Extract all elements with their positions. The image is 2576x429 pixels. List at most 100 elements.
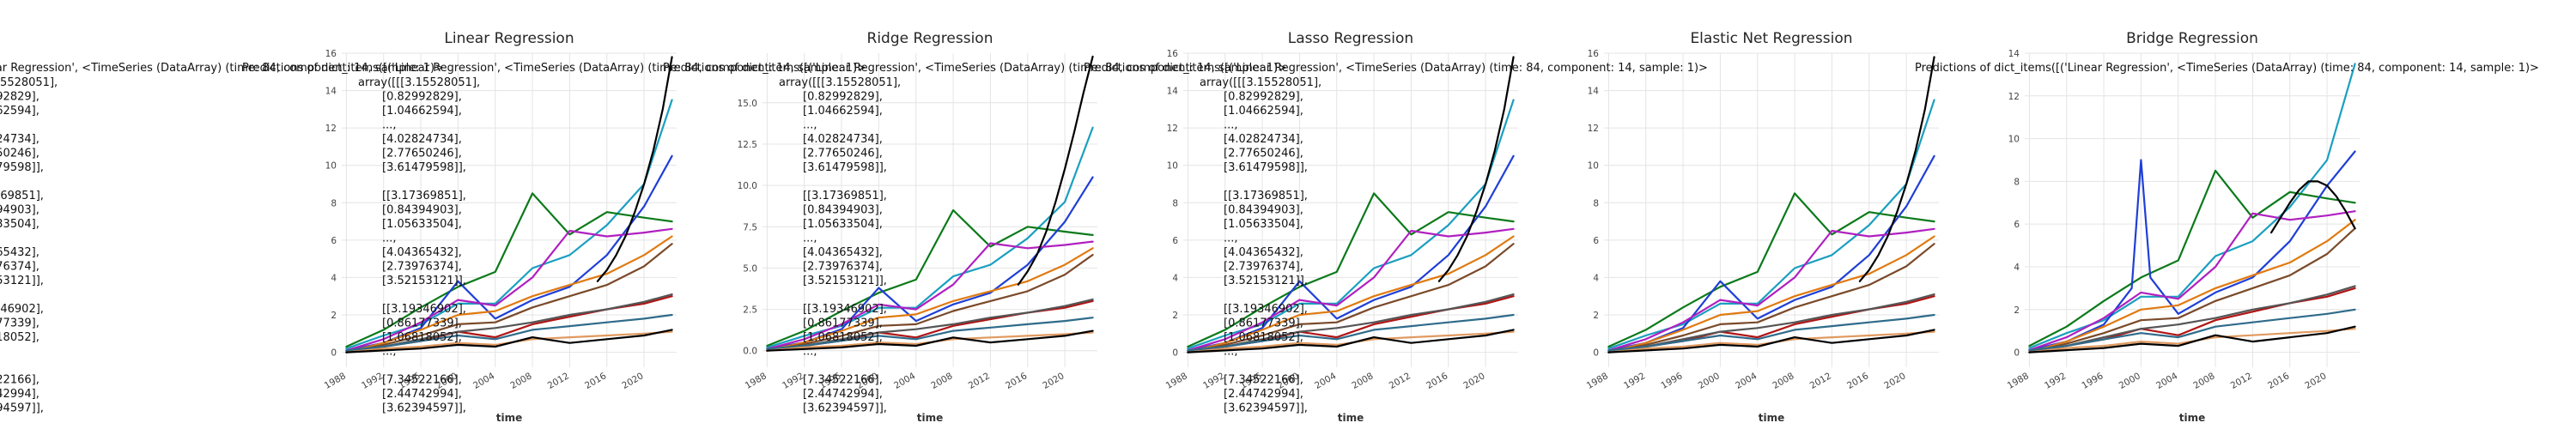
annotation-line: [1.05633504], xyxy=(803,218,883,231)
y-tick-label: 10 xyxy=(1167,161,1178,172)
annotation-line: [1.04662594], xyxy=(803,105,883,118)
y-tick-label: 4 xyxy=(331,273,337,283)
annotation-line: [1.06818052], xyxy=(382,331,462,344)
annotation-block-2: Predictions of dict_items([('Linear Regr… xyxy=(242,62,866,415)
annotation-line: [[3.17369851], xyxy=(1224,190,1308,202)
annotation-line: [0.86177339], xyxy=(0,317,39,330)
y-tick-label: 15.0 xyxy=(738,99,757,109)
annotation-line: ..., xyxy=(1224,119,1238,132)
annotation-block-1: Predictions of dict_items([('Linear Regr… xyxy=(0,62,444,415)
annotation-line: [3.61479598]], xyxy=(803,161,887,174)
series-line-5 xyxy=(2028,219,2356,353)
series-line-12 xyxy=(2270,180,2356,234)
annotation-line: [1.05633504], xyxy=(0,218,39,231)
annotation-line: [4.02824734], xyxy=(382,133,462,146)
x-axis-label: time xyxy=(1338,412,1364,424)
series-line-12 xyxy=(1437,56,1515,282)
annotation-line: [3.62394597]], xyxy=(1224,402,1308,415)
annotation-line: [2.73976374], xyxy=(803,261,883,274)
series-line-5 xyxy=(766,247,1094,352)
annotation-line: [2.44742994], xyxy=(382,388,462,401)
series-line-2 xyxy=(1607,192,1935,348)
y-tick-label: 10.0 xyxy=(738,181,757,191)
annotation-line: [[3.19346902], xyxy=(0,303,44,316)
annotation-line: ..., xyxy=(803,119,817,132)
series-line-7 xyxy=(2028,227,2356,353)
y-tick-label: 16 xyxy=(1588,49,1600,59)
y-tick-label: 4 xyxy=(1172,273,1178,283)
annotation-line: ..., xyxy=(382,346,397,359)
y-tick-label: 0 xyxy=(1172,348,1178,359)
annotation-line: [0.86177339], xyxy=(1224,317,1303,330)
annotation-line: [0.82992829], xyxy=(0,91,39,104)
y-tick-label: 14 xyxy=(325,87,337,97)
y-tick-label: 6 xyxy=(2014,220,2020,230)
annotation-line: [0.86177339], xyxy=(382,317,462,330)
annotation-line: [0.82992829], xyxy=(1224,91,1303,104)
annotation-line: [[3.17369851], xyxy=(0,190,44,202)
annotation-header: Predictions of dict_items([('Linear Regr… xyxy=(1915,62,2539,75)
series-line-4 xyxy=(766,240,1094,350)
series-line-12 xyxy=(1017,55,1094,286)
y-tick-label: 0 xyxy=(331,348,337,359)
y-tick-label: 4 xyxy=(2014,263,2020,273)
series-line-7 xyxy=(345,243,673,353)
series-line-8 xyxy=(2028,285,2356,353)
y-tick-label: 8 xyxy=(1593,198,1599,208)
annotation-line: [7.34522166], xyxy=(382,374,462,387)
series-line-11 xyxy=(1187,329,1515,353)
y-tick-label: 0 xyxy=(2014,348,2020,359)
series-line-2 xyxy=(345,192,673,348)
series-line-12 xyxy=(1858,56,1935,282)
chart-title: Elastic Net Regression xyxy=(1690,30,1852,47)
annotation-line: array([[[3.15528051], xyxy=(0,76,58,89)
series-line-11 xyxy=(345,329,673,353)
y-tick-label: 0 xyxy=(1593,348,1599,359)
annotation-header: Predictions of dict_items([('Linear Regr… xyxy=(1084,62,1708,75)
annotation-line: [2.73976374], xyxy=(382,261,462,274)
annotation-line: [3.61479598]], xyxy=(382,161,466,174)
annotation-line: [[3.19346902], xyxy=(803,303,887,316)
annotation-line: [0.84394903], xyxy=(803,204,883,217)
annotation-line: [0.82992829], xyxy=(382,91,462,104)
annotation-line: [1.05633504], xyxy=(1224,218,1303,231)
annotation-line: [2.73976374], xyxy=(0,261,39,274)
y-tick-label: 2.5 xyxy=(743,305,757,316)
annotation-header: Predictions of dict_items([('Linear Regr… xyxy=(242,62,866,75)
series-line-12 xyxy=(596,56,673,282)
series-line-7 xyxy=(1187,243,1515,353)
annotation-line: [4.04365432], xyxy=(803,246,883,259)
annotation-line: [3.52153121]], xyxy=(803,275,887,287)
annotation-line: [7.34522166], xyxy=(0,374,39,387)
x-axis-label: time xyxy=(1759,412,1785,424)
series-line-11 xyxy=(766,329,1094,352)
y-tick-label: 12 xyxy=(1588,124,1599,134)
y-tick-label: 10 xyxy=(1588,161,1599,172)
annotation-line: [2.77650246], xyxy=(1224,148,1303,160)
annotation-line: ..., xyxy=(1224,233,1238,245)
annotation-line: [2.77650246], xyxy=(382,148,462,160)
annotation-line: array([[[3.15528051], xyxy=(1200,76,1321,89)
chart-title: Lasso Regression xyxy=(1288,30,1413,47)
y-tick-label: 2 xyxy=(1172,311,1178,321)
annotation-header: Predictions of dict_items([('Linear Regr… xyxy=(663,62,1287,75)
y-tick-label: 14 xyxy=(2008,49,2020,59)
annotation-line: [2.77650246], xyxy=(0,148,39,160)
annotation-line: [3.61479598]], xyxy=(1224,161,1308,174)
series-line-11 xyxy=(2028,325,2356,353)
annotation-line: [2.77650246], xyxy=(803,148,883,160)
annotation-line: array([[[3.15528051], xyxy=(358,76,480,89)
y-tick-label: 0.0 xyxy=(743,347,757,357)
annotation-line: [1.04662594], xyxy=(1224,105,1303,118)
y-tick-label: 16 xyxy=(1167,49,1179,59)
y-tick-label: 2 xyxy=(1593,311,1599,321)
annotation-line: array([[[3.15528051], xyxy=(779,76,901,89)
annotation-line: ..., xyxy=(382,233,397,245)
x-axis-label: time xyxy=(2179,412,2206,424)
annotation-line: ..., xyxy=(803,346,817,359)
y-tick-label: 12 xyxy=(1167,124,1178,134)
annotation-line: [3.52153121]], xyxy=(1224,275,1308,287)
annotation-line: [3.62394597]], xyxy=(0,402,44,415)
